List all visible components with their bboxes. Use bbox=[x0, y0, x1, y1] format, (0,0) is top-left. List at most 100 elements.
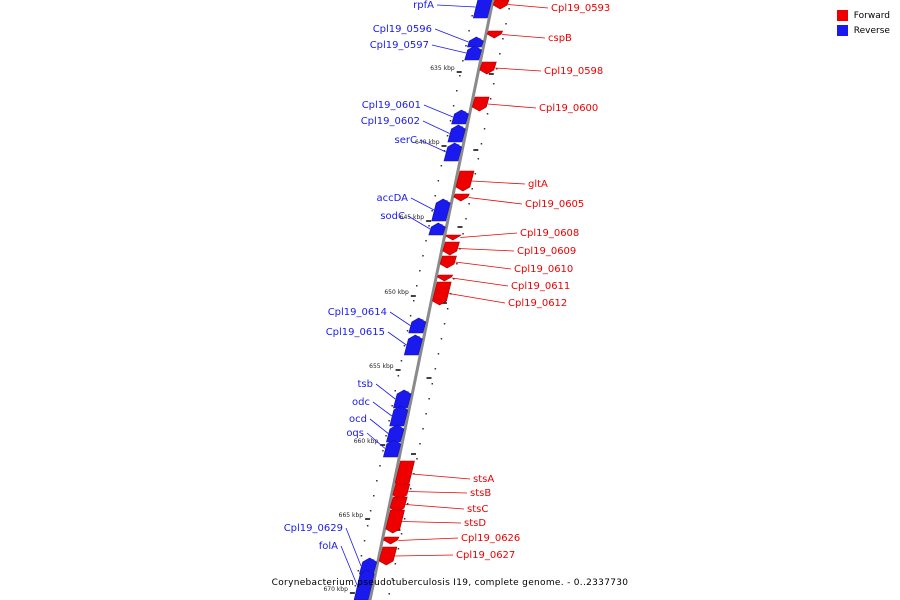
tick-mark bbox=[465, 218, 467, 220]
gene-arrow-fola[interactable] bbox=[353, 569, 375, 600]
label-leader-lines bbox=[340, 4, 549, 586]
gene-highlight bbox=[469, 38, 482, 46]
gene-arrow-sodc[interactable] bbox=[428, 222, 446, 236]
gene-label-cpl19_0610[interactable]: Cpl19_0610 bbox=[514, 264, 573, 275]
tick-mark bbox=[422, 428, 424, 430]
label-leader bbox=[508, 4, 549, 9]
gene-label-stsa[interactable]: stsA bbox=[473, 474, 494, 485]
gene-label-cpl19_0593[interactable]: Cpl19_0593 bbox=[551, 3, 610, 14]
label-leader bbox=[501, 34, 546, 39]
gene-label-cpl19_0597[interactable]: Cpl19_0597 bbox=[370, 40, 429, 51]
gene-arrow-oqs[interactable] bbox=[383, 439, 402, 458]
gene-label-cpl19_0614[interactable]: Cpl19_0614 bbox=[328, 307, 387, 318]
gene-label-cpl19_0601[interactable]: Cpl19_0601 bbox=[362, 100, 421, 111]
gene-label-accda[interactable]: accDA bbox=[377, 193, 409, 204]
gene-label-ocd[interactable]: ocd bbox=[349, 414, 367, 425]
label-leader bbox=[389, 311, 411, 326]
gene-label-odc[interactable]: odc bbox=[352, 397, 370, 408]
gene-arrow-cpl19_0600[interactable] bbox=[471, 96, 490, 112]
gene-label-stsb[interactable]: stsB bbox=[470, 488, 491, 499]
gene-label-cpl19_0596[interactable]: Cpl19_0596 bbox=[373, 24, 432, 35]
gene-label-sodc[interactable]: sodC bbox=[380, 211, 405, 222]
gene-arrow-stsd[interactable] bbox=[385, 509, 405, 534]
tick-mark bbox=[416, 285, 418, 287]
tick-mark bbox=[354, 585, 357, 587]
kbp-label: 650 kbp bbox=[384, 289, 409, 296]
gene-label-fola[interactable]: folA bbox=[319, 541, 338, 552]
gene-arrow-cpl19_0597[interactable] bbox=[464, 45, 482, 61]
gene-highlight bbox=[388, 426, 402, 441]
tick-mark bbox=[428, 398, 430, 400]
gene-arrow-cpl19_0608[interactable] bbox=[445, 234, 462, 241]
gene-label-oqs[interactable]: oqs bbox=[346, 428, 364, 439]
gene-arrow-cpl19_0610[interactable] bbox=[439, 255, 457, 269]
label-leader bbox=[471, 180, 526, 185]
gene-arrow-cpl19_0605[interactable] bbox=[453, 193, 470, 202]
gene-arrow-cpl19_0626[interactable] bbox=[383, 536, 400, 545]
gene-label-rpfa[interactable]: rpfA bbox=[413, 0, 434, 11]
gene-label-cpl19_0629[interactable]: Cpl19_0629 bbox=[284, 523, 343, 534]
gene-label-cpl19_0598[interactable]: Cpl19_0598 bbox=[544, 66, 603, 77]
gene-label-cpl19_0605[interactable]: Cpl19_0605 bbox=[525, 199, 584, 210]
gene-label-glta[interactable]: gltA bbox=[528, 179, 548, 190]
tick-mark bbox=[502, 38, 504, 40]
gene-label-stsc[interactable]: stsC bbox=[467, 504, 488, 515]
gene-label-cpl19_0611[interactable]: Cpl19_0611 bbox=[511, 281, 570, 292]
legend-item-reverse: Reverse bbox=[836, 23, 890, 38]
gene-label-cpl19_0626[interactable]: Cpl19_0626 bbox=[461, 533, 520, 544]
tick-mark bbox=[410, 488, 412, 490]
gene-label-cpl19_0609[interactable]: Cpl19_0609 bbox=[517, 246, 576, 257]
label-leader bbox=[487, 103, 537, 109]
gene-label-stsd[interactable]: stsD bbox=[464, 518, 486, 529]
gene-label-cpl19_0612[interactable]: Cpl19_0612 bbox=[508, 298, 567, 309]
gene-arrow-accda[interactable] bbox=[431, 198, 451, 222]
label-leader bbox=[402, 521, 462, 524]
gene-label-tsb[interactable]: tsb bbox=[358, 379, 373, 390]
tick-mark bbox=[434, 195, 436, 197]
gene-label-cpl19_0600[interactable]: Cpl19_0600 bbox=[539, 103, 598, 114]
gene-label-cpl19_0608[interactable]: Cpl19_0608 bbox=[520, 228, 579, 239]
label-leader bbox=[448, 293, 506, 304]
gene-arrow-cpl19_0593[interactable] bbox=[492, 0, 510, 10]
tick-mark bbox=[434, 368, 437, 370]
label-leader bbox=[372, 401, 393, 417]
gene-arrow-cpl19_0614[interactable] bbox=[408, 317, 427, 334]
label-leader bbox=[434, 28, 469, 43]
gene-arrow-cpl19_0598[interactable] bbox=[479, 61, 497, 75]
gene-label-cpl19_0602[interactable]: Cpl19_0602 bbox=[361, 116, 420, 127]
gene-highlight bbox=[410, 319, 424, 332]
tick-mark bbox=[406, 330, 409, 332]
gene-label-serc[interactable]: serC bbox=[395, 135, 417, 146]
gene-highlight bbox=[495, 1, 500, 5]
label-leader bbox=[366, 432, 386, 449]
label-leader bbox=[431, 44, 467, 54]
label-leader bbox=[345, 527, 362, 567]
gene-arrow-cspb[interactable] bbox=[486, 30, 504, 39]
gene-highlight bbox=[395, 391, 410, 407]
reverse-swatch bbox=[836, 25, 848, 36]
gene-arrow-cpl19_0627[interactable] bbox=[378, 546, 398, 566]
gene-arrow-rpfa[interactable] bbox=[472, 0, 493, 19]
gene-arrow-cpl19_0611[interactable] bbox=[436, 274, 454, 282]
gene-label-cspb[interactable]: cspB bbox=[548, 33, 572, 44]
gene-arrow-cpl19_0612[interactable] bbox=[432, 281, 452, 306]
gene-arrow-glta[interactable] bbox=[455, 170, 475, 192]
tick-mark bbox=[456, 263, 458, 265]
gene-highlight bbox=[439, 276, 444, 277]
gene-label-cpl19_0615[interactable]: Cpl19_0615 bbox=[326, 327, 385, 338]
gene-arrow-cpl19_0609[interactable] bbox=[442, 241, 460, 256]
gene-highlight bbox=[397, 462, 406, 483]
tick-mark bbox=[486, 113, 489, 115]
gene-arrow-cpl19_0602[interactable] bbox=[447, 124, 466, 143]
tick-mark bbox=[385, 435, 387, 437]
tick-mark bbox=[360, 555, 363, 557]
gene-arrow-cpl19_0615[interactable] bbox=[403, 334, 423, 356]
tick-mark bbox=[462, 60, 464, 62]
gene-highlight bbox=[481, 63, 488, 70]
tick-mark bbox=[446, 308, 449, 310]
gene-arrow-serc[interactable] bbox=[443, 142, 463, 162]
tick-mark bbox=[471, 188, 473, 190]
tick-mark bbox=[465, 45, 467, 47]
gene-arrow-cpl19_0601[interactable] bbox=[451, 109, 469, 125]
gene-label-cpl19_0627[interactable]: Cpl19_0627 bbox=[456, 550, 515, 561]
